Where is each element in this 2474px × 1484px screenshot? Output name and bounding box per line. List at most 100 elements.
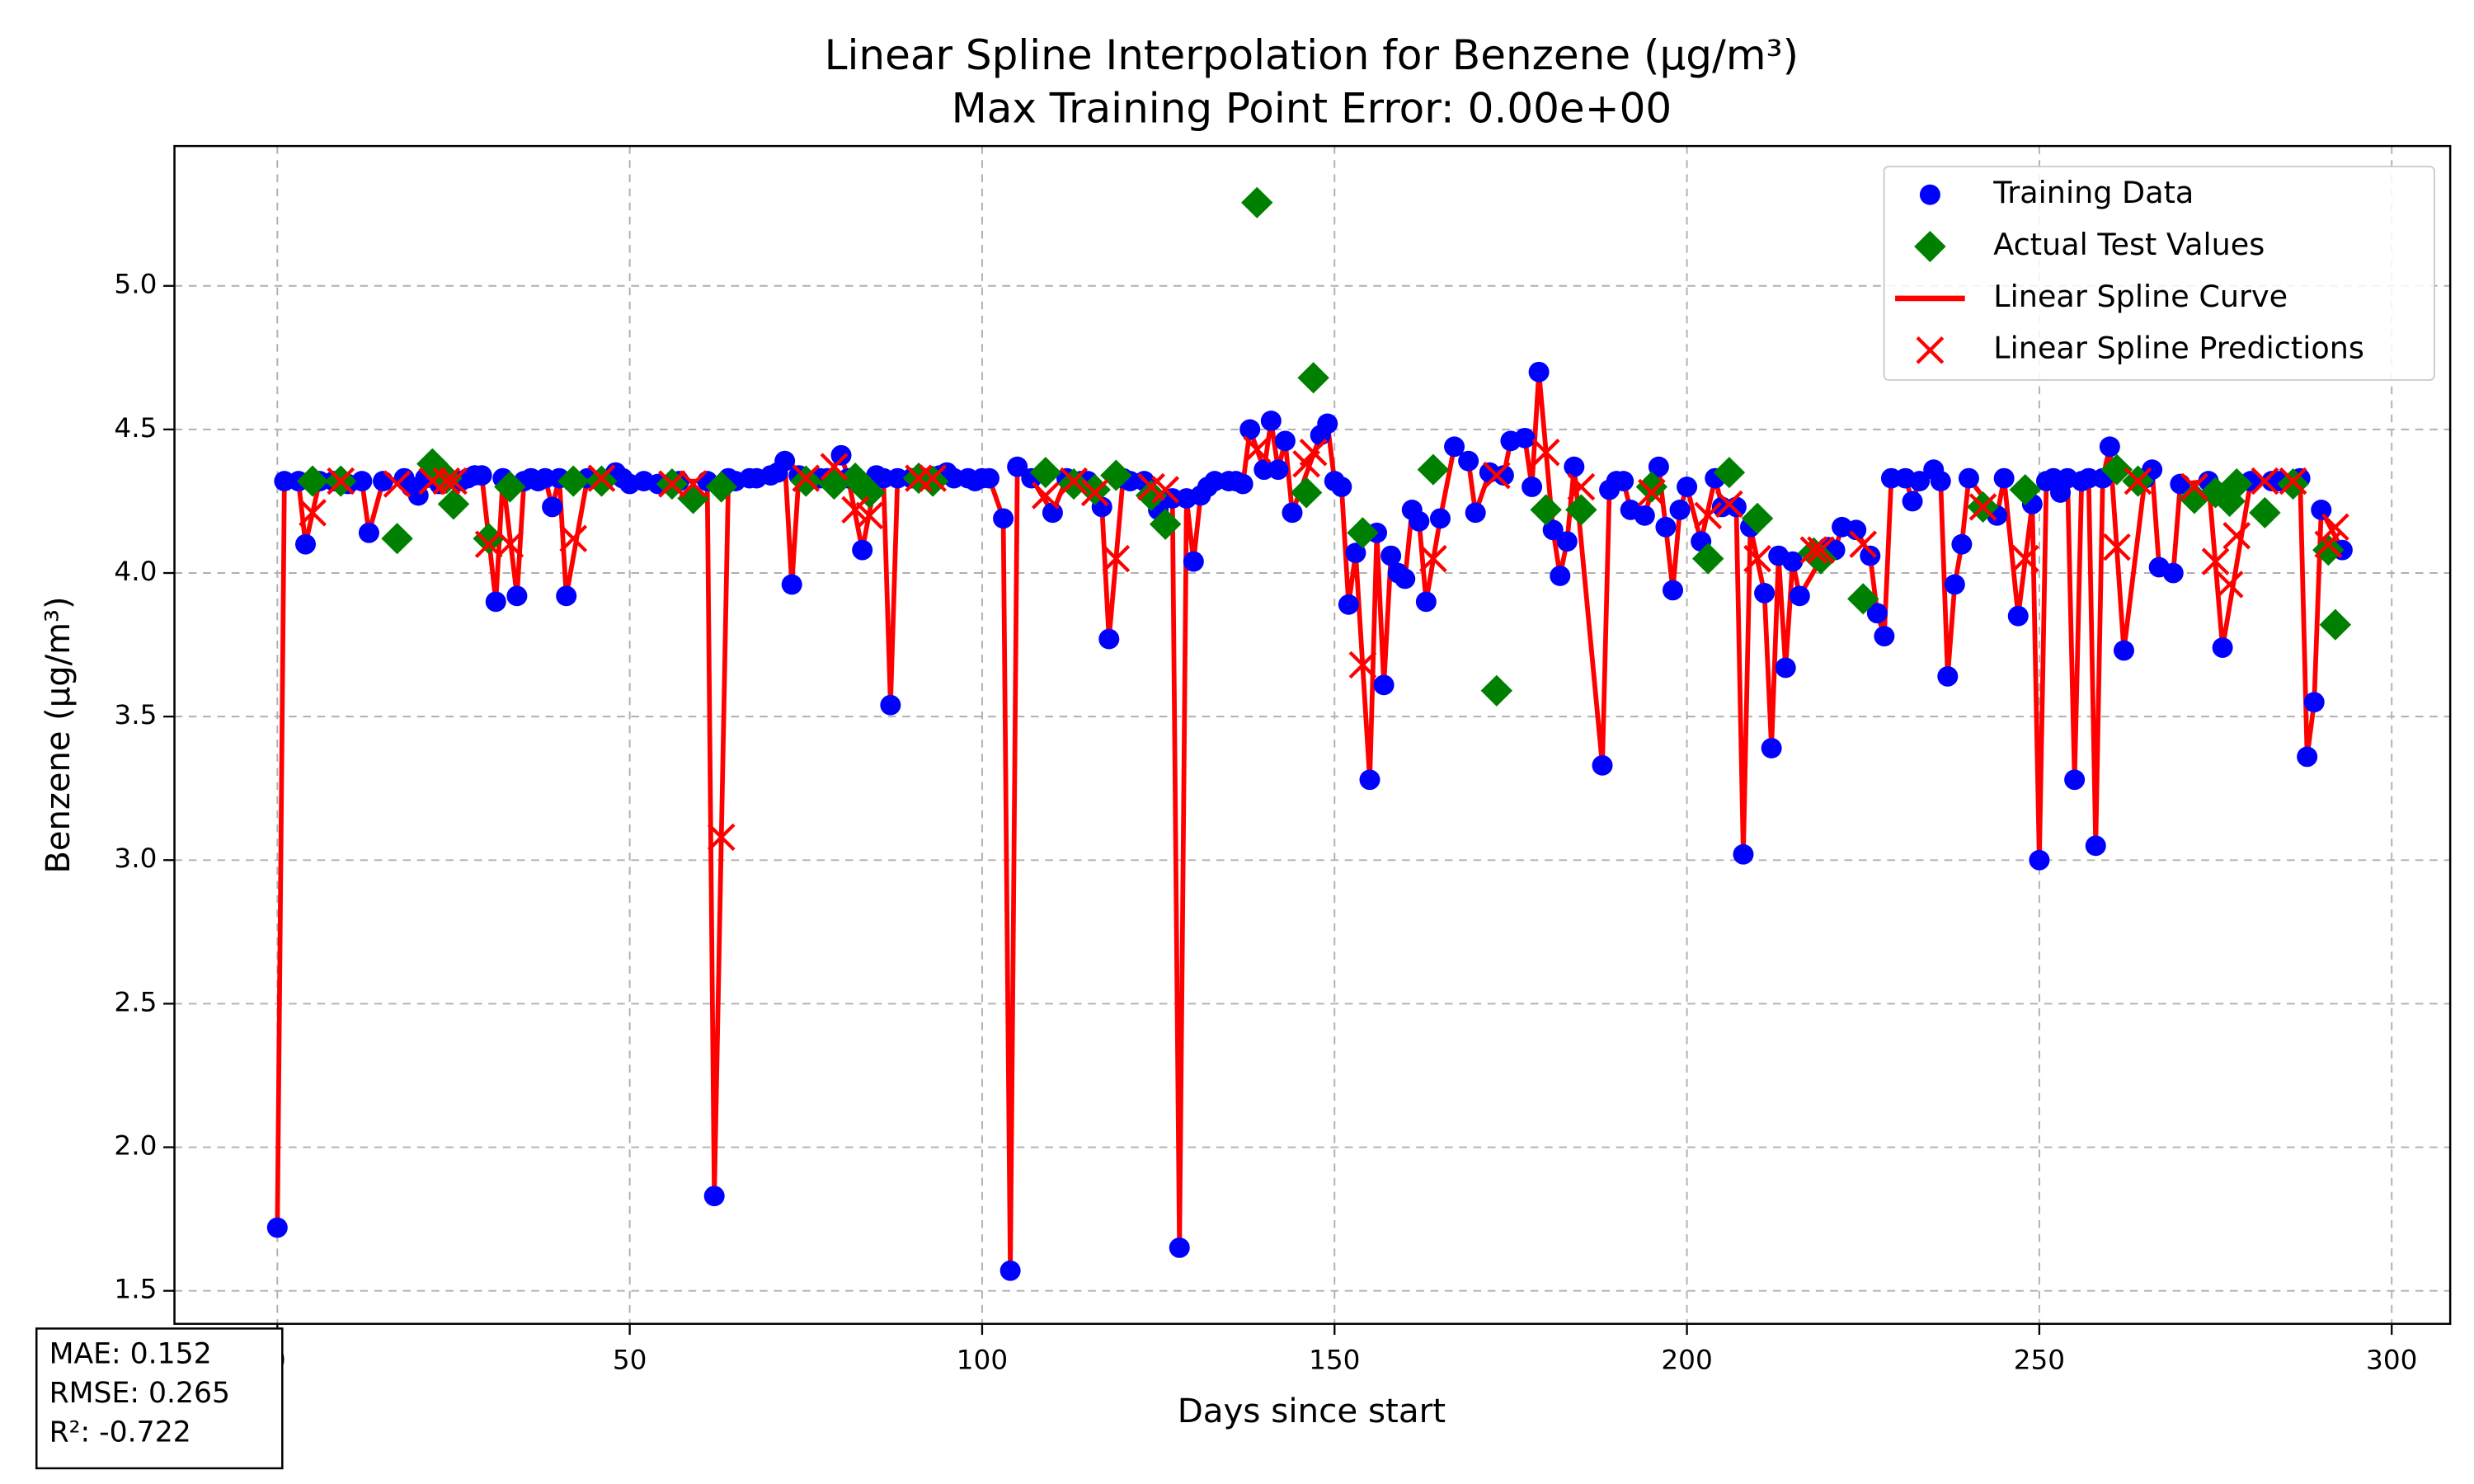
training-point [1951,533,1973,555]
x-tick-label: 250 [2014,1345,2065,1376]
training-point [1754,583,1776,603]
legend-marker [1914,231,1946,263]
prediction-point [1299,439,1328,467]
prediction-point [1419,544,1447,573]
training-point [1733,843,1754,865]
training-point [373,471,394,491]
training-point [2162,562,2184,584]
prediction-point [1714,490,1743,519]
training-point [1380,545,1402,566]
prediction-point [1080,478,1109,507]
prediction-point [792,464,821,492]
training-point [1564,456,1585,477]
prediction-point [2180,472,2208,501]
training-point [830,444,852,466]
training-point [1415,591,1437,613]
prediction-point [418,467,447,495]
training-point [274,471,295,491]
training-point [1514,427,1536,448]
legend-box [1883,165,2435,381]
prediction-point [919,464,948,492]
training-point [2064,769,2086,791]
prediction-point [474,530,503,558]
training-point [1880,467,1902,489]
prediction-point [587,464,616,492]
prediction-point [855,501,884,530]
training-point [1613,471,1634,491]
training-point [1550,566,1571,586]
prediction-point [1567,472,1596,501]
training-point [1232,473,1253,495]
legend-label: Linear Spline Predictions [1993,331,2364,366]
y-tick-label: 4.5 [114,412,157,444]
metric-text: R²: -0.722 [49,1416,191,1449]
training-point [703,1186,725,1207]
training-point [1458,450,1479,472]
prediction-point [1151,476,1180,504]
training-point [542,496,563,518]
prediction-point [327,467,355,495]
x-axis-label: Days since start [1178,1392,1446,1430]
chart-subtitle: Max Training Point Error: 0.00e+00 [952,85,1672,133]
y-tick-label: 4.0 [114,556,157,587]
prediction-point [2222,522,2251,550]
training-point [358,522,379,543]
prediction-point [1031,481,1060,510]
training-point [1860,545,1881,566]
training-point [1253,459,1275,481]
axes-frame [173,144,2452,1325]
prediction-point [679,470,708,498]
prediction-point [1799,536,1828,564]
prediction-point [1243,435,1272,463]
test-point [1241,186,1273,218]
metrics-frame [35,1327,284,1470]
prediction-point [2321,513,2349,542]
training-point [1655,516,1677,538]
training-point [1634,505,1655,526]
training-point [1669,500,1691,520]
training-point [1268,459,1289,481]
prediction-point [2215,571,2244,599]
training-point [295,533,317,555]
prediction-point [2103,533,2131,561]
metric-text: RMSE: 0.265 [49,1377,230,1410]
test-point [1149,508,1182,540]
training-point [1556,531,1578,552]
test-point [296,465,329,497]
training-point [2303,692,2325,713]
training-point [1522,477,1543,497]
training-point [2311,500,2332,520]
training-point [534,467,556,489]
training-point [1493,465,1514,486]
prediction-point [383,470,412,498]
prediction-point [1849,530,1878,558]
training-point [2007,605,2029,627]
training-point [1395,568,1416,589]
legend-label: Actual Test Values [1993,227,2265,262]
test-point [437,488,470,520]
training-point [2085,835,2106,857]
training-point [1725,496,1747,518]
prediction-point [432,467,461,495]
training-point [1782,551,1804,572]
prediction-point [1531,439,1560,467]
prediction-point [2124,467,2152,495]
training-point [999,1260,1021,1281]
training-point [993,508,1014,529]
training-point [880,694,901,716]
x-tick-label: 50 [613,1345,647,1376]
prediction-point [1637,478,1666,507]
training-point [1204,471,1225,491]
prediction-point [1968,493,1997,521]
prediction-point [658,470,686,498]
training-point [1662,580,1683,601]
training-point [1042,502,1063,524]
prediction-point [2201,547,2230,575]
training-point [1909,471,1931,491]
training-point [2029,849,2050,871]
training-point [852,539,873,561]
test-point [1135,479,1168,512]
training-point [1944,574,1965,595]
